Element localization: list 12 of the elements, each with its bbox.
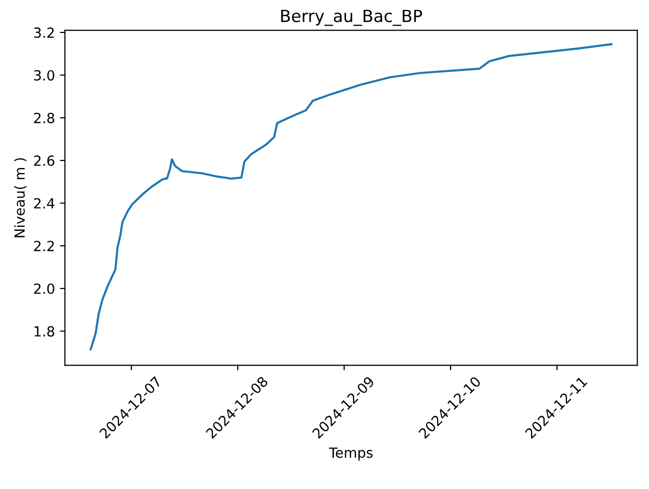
y-tick-label: 2.4 [34, 198, 54, 208]
y-tick-label: 2.2 [34, 240, 54, 252]
y-tick-label: 2.6 [34, 155, 54, 166]
y-tick-label: 1.8 [34, 326, 54, 337]
y-tick-label: 2.8 [34, 112, 54, 124]
line-series [90, 43, 612, 350]
x-axis-title: Temps [328, 448, 373, 461]
y-tick-label: 3.2 [34, 27, 54, 38]
chart-title: Berry_au_Bac_BP [281, 10, 422, 26]
y-axis-title: Niveau( m ) [14, 158, 26, 238]
y-tick-label: 2.0 [34, 283, 54, 294]
y-tick-label: 3.0 [34, 70, 54, 81]
